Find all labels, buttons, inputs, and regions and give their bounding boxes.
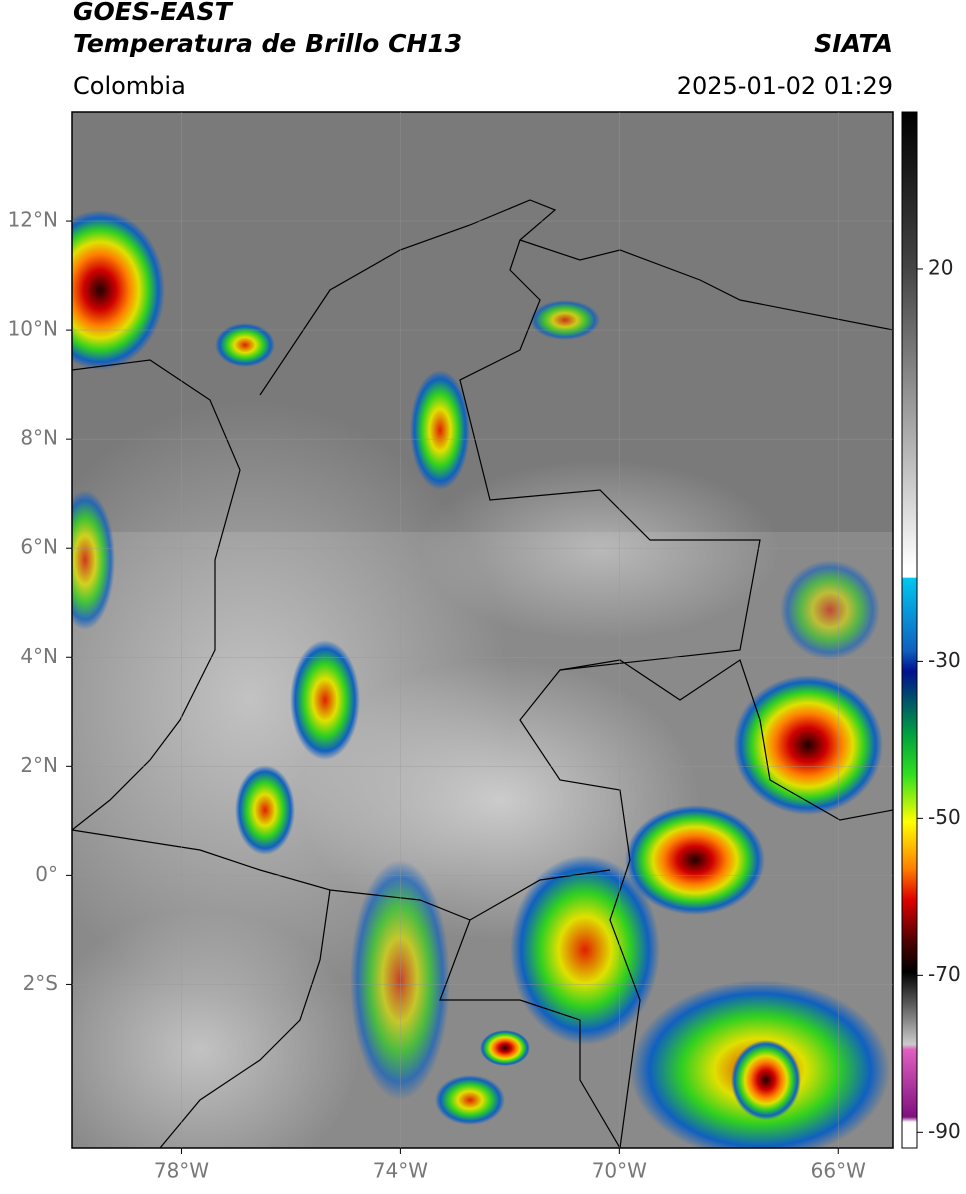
title: GOES-EAST [73,0,234,26]
x-tick-label: 70°W [592,1159,647,1183]
colorbar-tick-label: -50 [928,805,961,829]
region: Colombia [73,72,186,100]
colorbar-tick-label: 20 [928,255,953,279]
x-tick-label: 78°W [154,1159,209,1183]
satellite-image [72,112,893,1148]
x-tick-label: 74°W [373,1159,428,1183]
y-tick-label: 6°N [20,535,58,559]
map-frame [71,111,894,1149]
y-tick-label: 10°N [8,317,58,341]
y-tick-label: 12°N [8,208,58,232]
y-tick-label: 2°S [23,971,58,995]
source: SIATA [814,29,893,58]
y-tick-label: 0° [35,862,58,886]
x-tick-label: 66°W [811,1159,866,1183]
y-tick-label: 8°N [20,426,58,450]
colorbar-tick-label: -30 [928,648,961,672]
y-tick-label: 4°N [20,644,58,668]
colorbar-tick-label: -70 [928,962,961,986]
colorbar-tick-label: -90 [928,1119,961,1143]
datetime: 2025-01-02 01:29 [677,72,893,100]
y-tick-label: 2°N [20,753,58,777]
colorbar [901,111,918,1149]
subtitle: Temperatura de Brillo CH13 [73,29,462,58]
